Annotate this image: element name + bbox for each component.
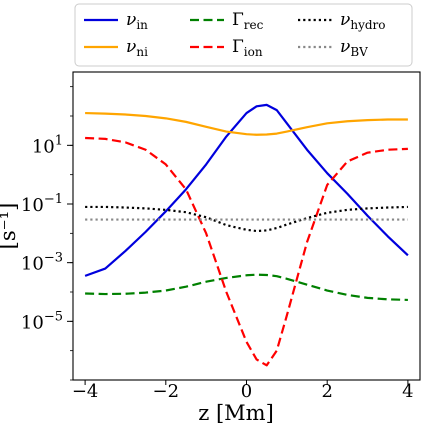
series-line-nu-ni [85,111,408,136]
x-tick-label: 0 [241,381,252,402]
legend-label: νhydro [340,10,386,32]
plot-area [84,103,409,367]
legend-label: νin [126,10,148,32]
series-line-gamma-ion [85,136,408,367]
x-axis: −4 −2 0 2 4 [72,380,414,402]
x-axis-label: z [Mm] [198,401,274,425]
x-tick-label: −2 [153,381,180,402]
x-tick-label: 4 [402,381,413,402]
y-tick-label: 10−5 [21,309,63,333]
y-tick-label: 101 [32,133,63,157]
y-tick-label: 10−3 [21,251,63,275]
series-line-nu-in [84,103,409,277]
legend-label: Γion [232,37,263,59]
y-axis-label: [s⁻¹] [0,203,20,250]
x-tick-label: 2 [321,381,332,402]
y-axis: 101 10−1 10−3 10−5 [21,86,73,381]
legend-box [74,3,413,67]
series-line-gamma-rec [85,273,408,302]
x-tick-label: −4 [72,381,99,402]
legend: νin νni Γrec Γion νhydro νBV [74,3,413,67]
plot-frame [72,71,421,381]
legend-label: νBV [340,37,368,59]
legend-label: Γrec [232,10,264,32]
legend-label: νni [126,37,148,59]
y-tick-label: 10−1 [21,192,63,216]
